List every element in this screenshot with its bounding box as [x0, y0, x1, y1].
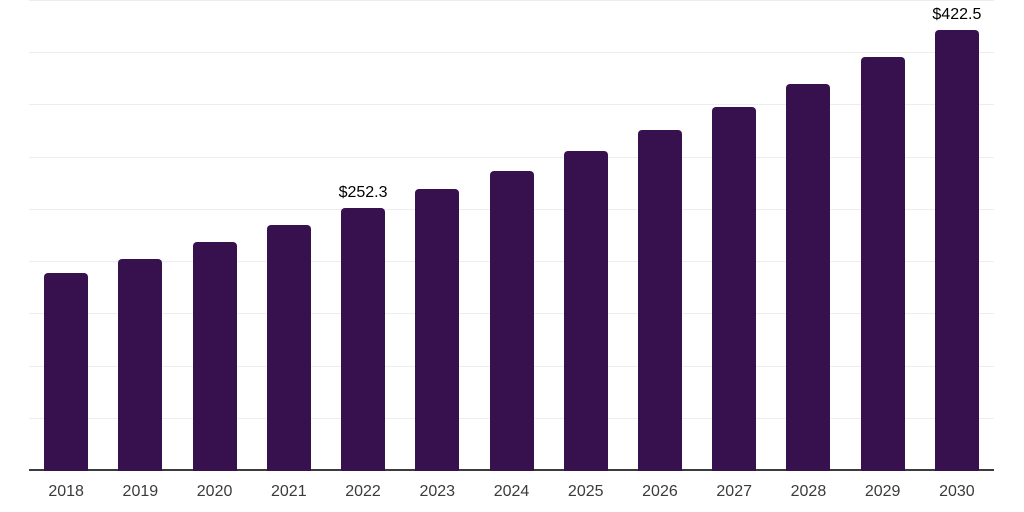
x-tick-label-2026: 2026 [642, 483, 678, 500]
x-tick-label-2021: 2021 [271, 483, 307, 500]
x-axis: 2018 2019 2020 2021 2022 2023 2024 2025 2026 2027… [29, 484, 994, 506]
data-label-2022: $252.3 [338, 183, 388, 201]
x-tick-label-2018: 2018 [48, 483, 84, 500]
x-tick-label-2030: 2030 [939, 483, 975, 500]
x-tick-label-2025: 2025 [567, 483, 604, 500]
gridline [29, 156, 994, 158]
gridline [29, 52, 994, 54]
bar-2026 [637, 130, 682, 471]
data-label-2030: $422.5 [932, 5, 982, 23]
bar-2022 [341, 207, 386, 471]
x-tick-label-2029: 2029 [864, 483, 901, 500]
bar-2024 [489, 170, 534, 471]
x-tick-label-2020: 2020 [196, 483, 233, 500]
gridline [29, 104, 994, 106]
x-tick-label-2028: 2028 [790, 483, 827, 500]
bar-2021 [266, 225, 311, 471]
bar-2018 [44, 272, 89, 471]
bar-2028 [786, 83, 831, 471]
x-tick-label-2027: 2027 [716, 483, 752, 500]
bar-2023 [415, 189, 460, 471]
x-tick-label-2023: 2023 [419, 483, 456, 500]
bar-2020 [192, 242, 237, 471]
gridline [29, 0, 994, 1]
bar-2030 [934, 29, 979, 471]
bar-2027 [712, 107, 757, 471]
x-tick-label-2022: 2022 [345, 483, 381, 500]
bar-2025 [563, 150, 608, 471]
bar-2029 [860, 57, 905, 471]
x-tick-label-2024: 2024 [493, 483, 530, 500]
bar-2019 [118, 258, 163, 471]
x-tick-label-2019: 2019 [122, 483, 159, 500]
plot-area: $252.3 $422.5 [29, 0, 994, 471]
